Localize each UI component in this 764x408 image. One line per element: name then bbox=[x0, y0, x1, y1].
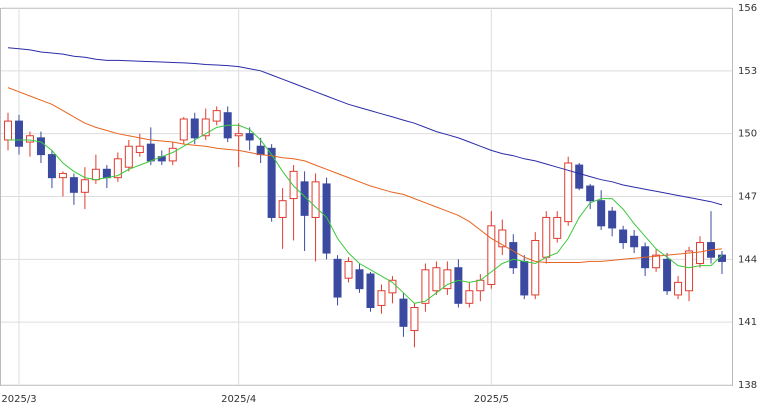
y-tick-label: 153 bbox=[738, 66, 757, 77]
candle-body bbox=[36, 137, 45, 156]
candle-body bbox=[454, 267, 463, 304]
candle-body bbox=[333, 258, 342, 298]
candle-body bbox=[212, 110, 221, 122]
candle-body bbox=[47, 154, 56, 179]
candle-body bbox=[135, 145, 144, 154]
candle-body bbox=[278, 200, 287, 218]
candle-body bbox=[531, 239, 540, 296]
candle-body bbox=[102, 168, 111, 179]
candle-body bbox=[553, 216, 562, 239]
candle-body bbox=[366, 273, 375, 309]
candle-body bbox=[267, 147, 276, 218]
candle-body bbox=[608, 210, 617, 229]
candle-body bbox=[300, 181, 309, 216]
candle-body bbox=[388, 279, 397, 294]
candle-body bbox=[201, 118, 210, 137]
candle-body bbox=[476, 279, 485, 292]
candle-body bbox=[377, 290, 386, 306]
candle-body bbox=[69, 177, 78, 193]
candle-body bbox=[421, 269, 430, 304]
candle-body bbox=[256, 145, 265, 156]
candle-body bbox=[322, 183, 331, 254]
candle-body bbox=[542, 216, 551, 258]
moving-average-line bbox=[8, 124, 723, 304]
candle-body bbox=[564, 162, 573, 223]
y-tick-label: 147 bbox=[738, 192, 757, 203]
candle-body bbox=[432, 267, 441, 292]
candle-body bbox=[399, 298, 408, 327]
candle-body bbox=[311, 181, 320, 218]
candle-body bbox=[344, 260, 353, 279]
y-tick-label: 144 bbox=[738, 254, 757, 265]
candle-body bbox=[234, 133, 243, 137]
moving-average-line bbox=[7, 47, 723, 206]
candle-body bbox=[597, 200, 606, 227]
candle-body bbox=[25, 135, 34, 143]
candle-body bbox=[14, 120, 23, 147]
candle-body bbox=[443, 269, 452, 290]
candle-body bbox=[520, 260, 529, 296]
y-tick-label: 138 bbox=[738, 380, 757, 391]
y-tick-label: 150 bbox=[738, 129, 757, 140]
candle-body bbox=[124, 145, 133, 168]
moving-average-line bbox=[7, 87, 723, 263]
x-tick-label: 2025/5 bbox=[474, 394, 509, 405]
candle-body bbox=[575, 164, 584, 189]
candle-body bbox=[80, 179, 89, 193]
candle-body bbox=[146, 143, 155, 162]
candle-body bbox=[619, 229, 628, 244]
candle-body bbox=[113, 158, 122, 179]
candle-body bbox=[718, 254, 726, 262]
candle-body bbox=[630, 235, 639, 248]
candle-body bbox=[245, 133, 254, 141]
candle-body bbox=[652, 254, 661, 269]
candle-body bbox=[4, 120, 12, 141]
candle-body bbox=[58, 172, 67, 179]
candle-body bbox=[355, 269, 364, 290]
x-tick-label: 2025/3 bbox=[1, 394, 36, 405]
y-tick-label: 141 bbox=[738, 317, 757, 328]
candle-body bbox=[487, 225, 496, 285]
candle-body bbox=[410, 307, 419, 332]
candle-body bbox=[168, 147, 177, 162]
candle-body bbox=[498, 229, 507, 248]
candle-body bbox=[91, 168, 100, 181]
x-tick-label: 2025/4 bbox=[221, 394, 256, 405]
candle-body bbox=[586, 185, 595, 202]
candle-body bbox=[663, 258, 672, 292]
candle-body bbox=[289, 170, 298, 200]
candle-body bbox=[190, 118, 199, 139]
candle-body bbox=[509, 242, 518, 269]
candle-body bbox=[674, 281, 683, 296]
candle-body bbox=[685, 250, 694, 292]
y-tick-label: 156 bbox=[738, 3, 757, 14]
candle-body bbox=[465, 290, 474, 304]
candle-body bbox=[696, 242, 705, 265]
candle-body bbox=[179, 118, 188, 141]
